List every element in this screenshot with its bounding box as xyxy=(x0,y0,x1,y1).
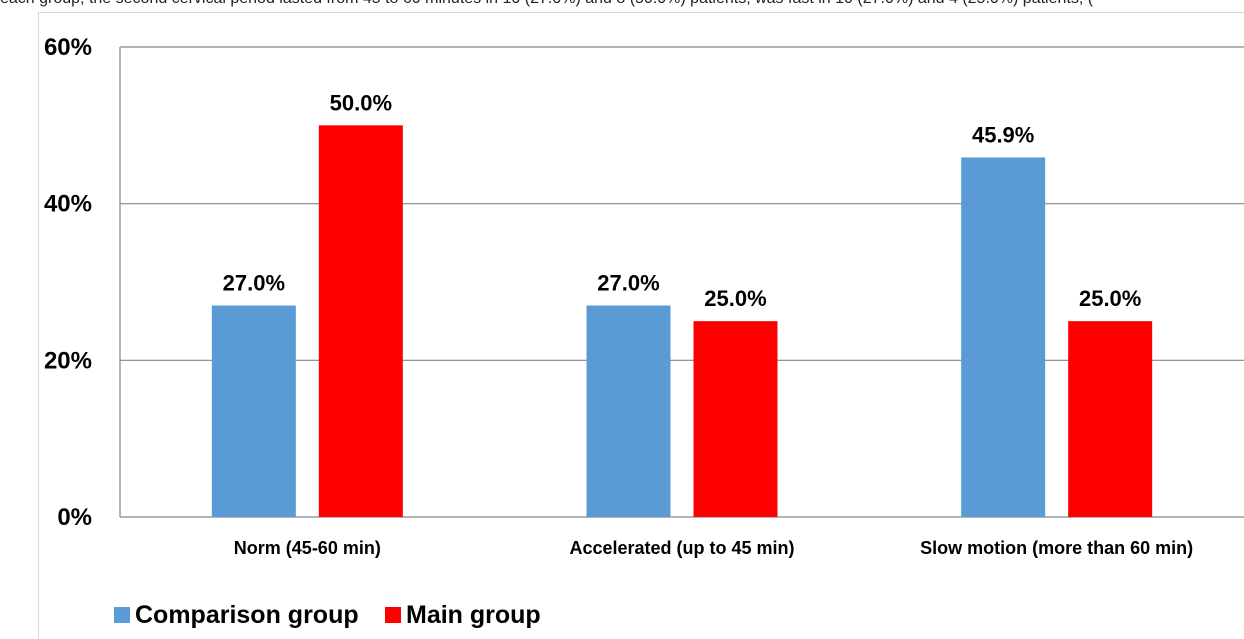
x-tick-label: Accelerated (up to 45 min) xyxy=(569,538,794,558)
data-label: 50.0% xyxy=(330,90,392,115)
bar xyxy=(586,305,671,517)
data-label: 27.0% xyxy=(223,271,285,296)
data-label: 45.9% xyxy=(972,122,1034,147)
bar xyxy=(318,125,403,517)
legend-swatch xyxy=(385,607,401,623)
bar xyxy=(961,157,1046,517)
bar xyxy=(693,321,778,517)
axes: 0% 20% 40% 60% Norm (45-60 min) Accelerated (… xyxy=(44,34,1244,558)
bars xyxy=(211,125,1153,517)
data-labels: 27.0% 50.0% 27.0% 25.0% 45.9% 25.0% xyxy=(223,90,1142,311)
y-tick-label: 40% xyxy=(44,191,92,218)
bar xyxy=(1068,321,1153,517)
data-label: 25.0% xyxy=(1079,286,1141,311)
data-label: 25.0% xyxy=(704,286,766,311)
y-tick-label: 0% xyxy=(57,504,92,531)
gridlines xyxy=(120,46,1244,361)
legend-swatch xyxy=(114,607,130,623)
header-fragment-text: each group, the second cervical period l… xyxy=(0,0,1093,8)
x-tick-label: Norm (45-60 min) xyxy=(234,538,381,558)
legend: Comparison group Main group xyxy=(114,601,541,629)
legend-label: Comparison group xyxy=(135,601,359,629)
header-fragment: each group, the second cervical period l… xyxy=(0,0,1244,12)
data-label: 27.0% xyxy=(597,271,659,296)
x-tick-label: Slow motion (more than 60 min) xyxy=(920,538,1193,558)
legend-label: Main group xyxy=(406,601,541,629)
chart-frame xyxy=(38,12,1244,639)
y-tick-label: 20% xyxy=(44,347,92,374)
y-tick-label: 60% xyxy=(44,34,92,61)
bar xyxy=(211,305,296,517)
